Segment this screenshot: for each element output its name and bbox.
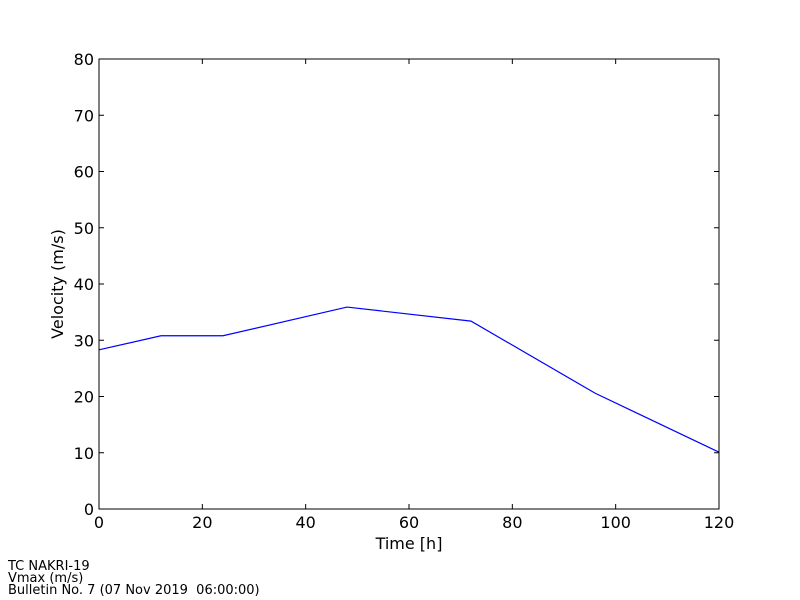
y-tick-label: 50 [74, 219, 94, 238]
x-tick-label: 40 [295, 513, 315, 532]
x-tick-label: 20 [192, 513, 212, 532]
y-tick-label: 20 [74, 388, 94, 407]
annotation: Vmax (m/s) [8, 571, 83, 586]
x-tick-label: 100 [600, 513, 631, 532]
y-tick-label: 80 [74, 50, 94, 69]
x-tick-label: 120 [704, 513, 735, 532]
y-tick-label: 10 [74, 444, 94, 463]
x-tick-label: 60 [399, 513, 419, 532]
x-tick-label: 0 [94, 513, 104, 532]
y-tick-label: 0 [84, 500, 94, 519]
y-tick-label: 40 [74, 275, 94, 294]
x-tick-label: 80 [502, 513, 522, 532]
y-tick-label: 60 [74, 163, 94, 182]
line-series [98, 306, 720, 453]
annotation: TC NAKRI-19 [7, 559, 90, 574]
x-axis-label: Time [h] [375, 534, 443, 553]
y-tick-label: 30 [74, 331, 94, 350]
y-tick-label: 70 [74, 106, 94, 125]
y-axis-label: Velocity (m/s) [48, 229, 67, 339]
annotation: Bulletin No. 7 (07 Nov 2019 06:00:00) [8, 583, 260, 598]
